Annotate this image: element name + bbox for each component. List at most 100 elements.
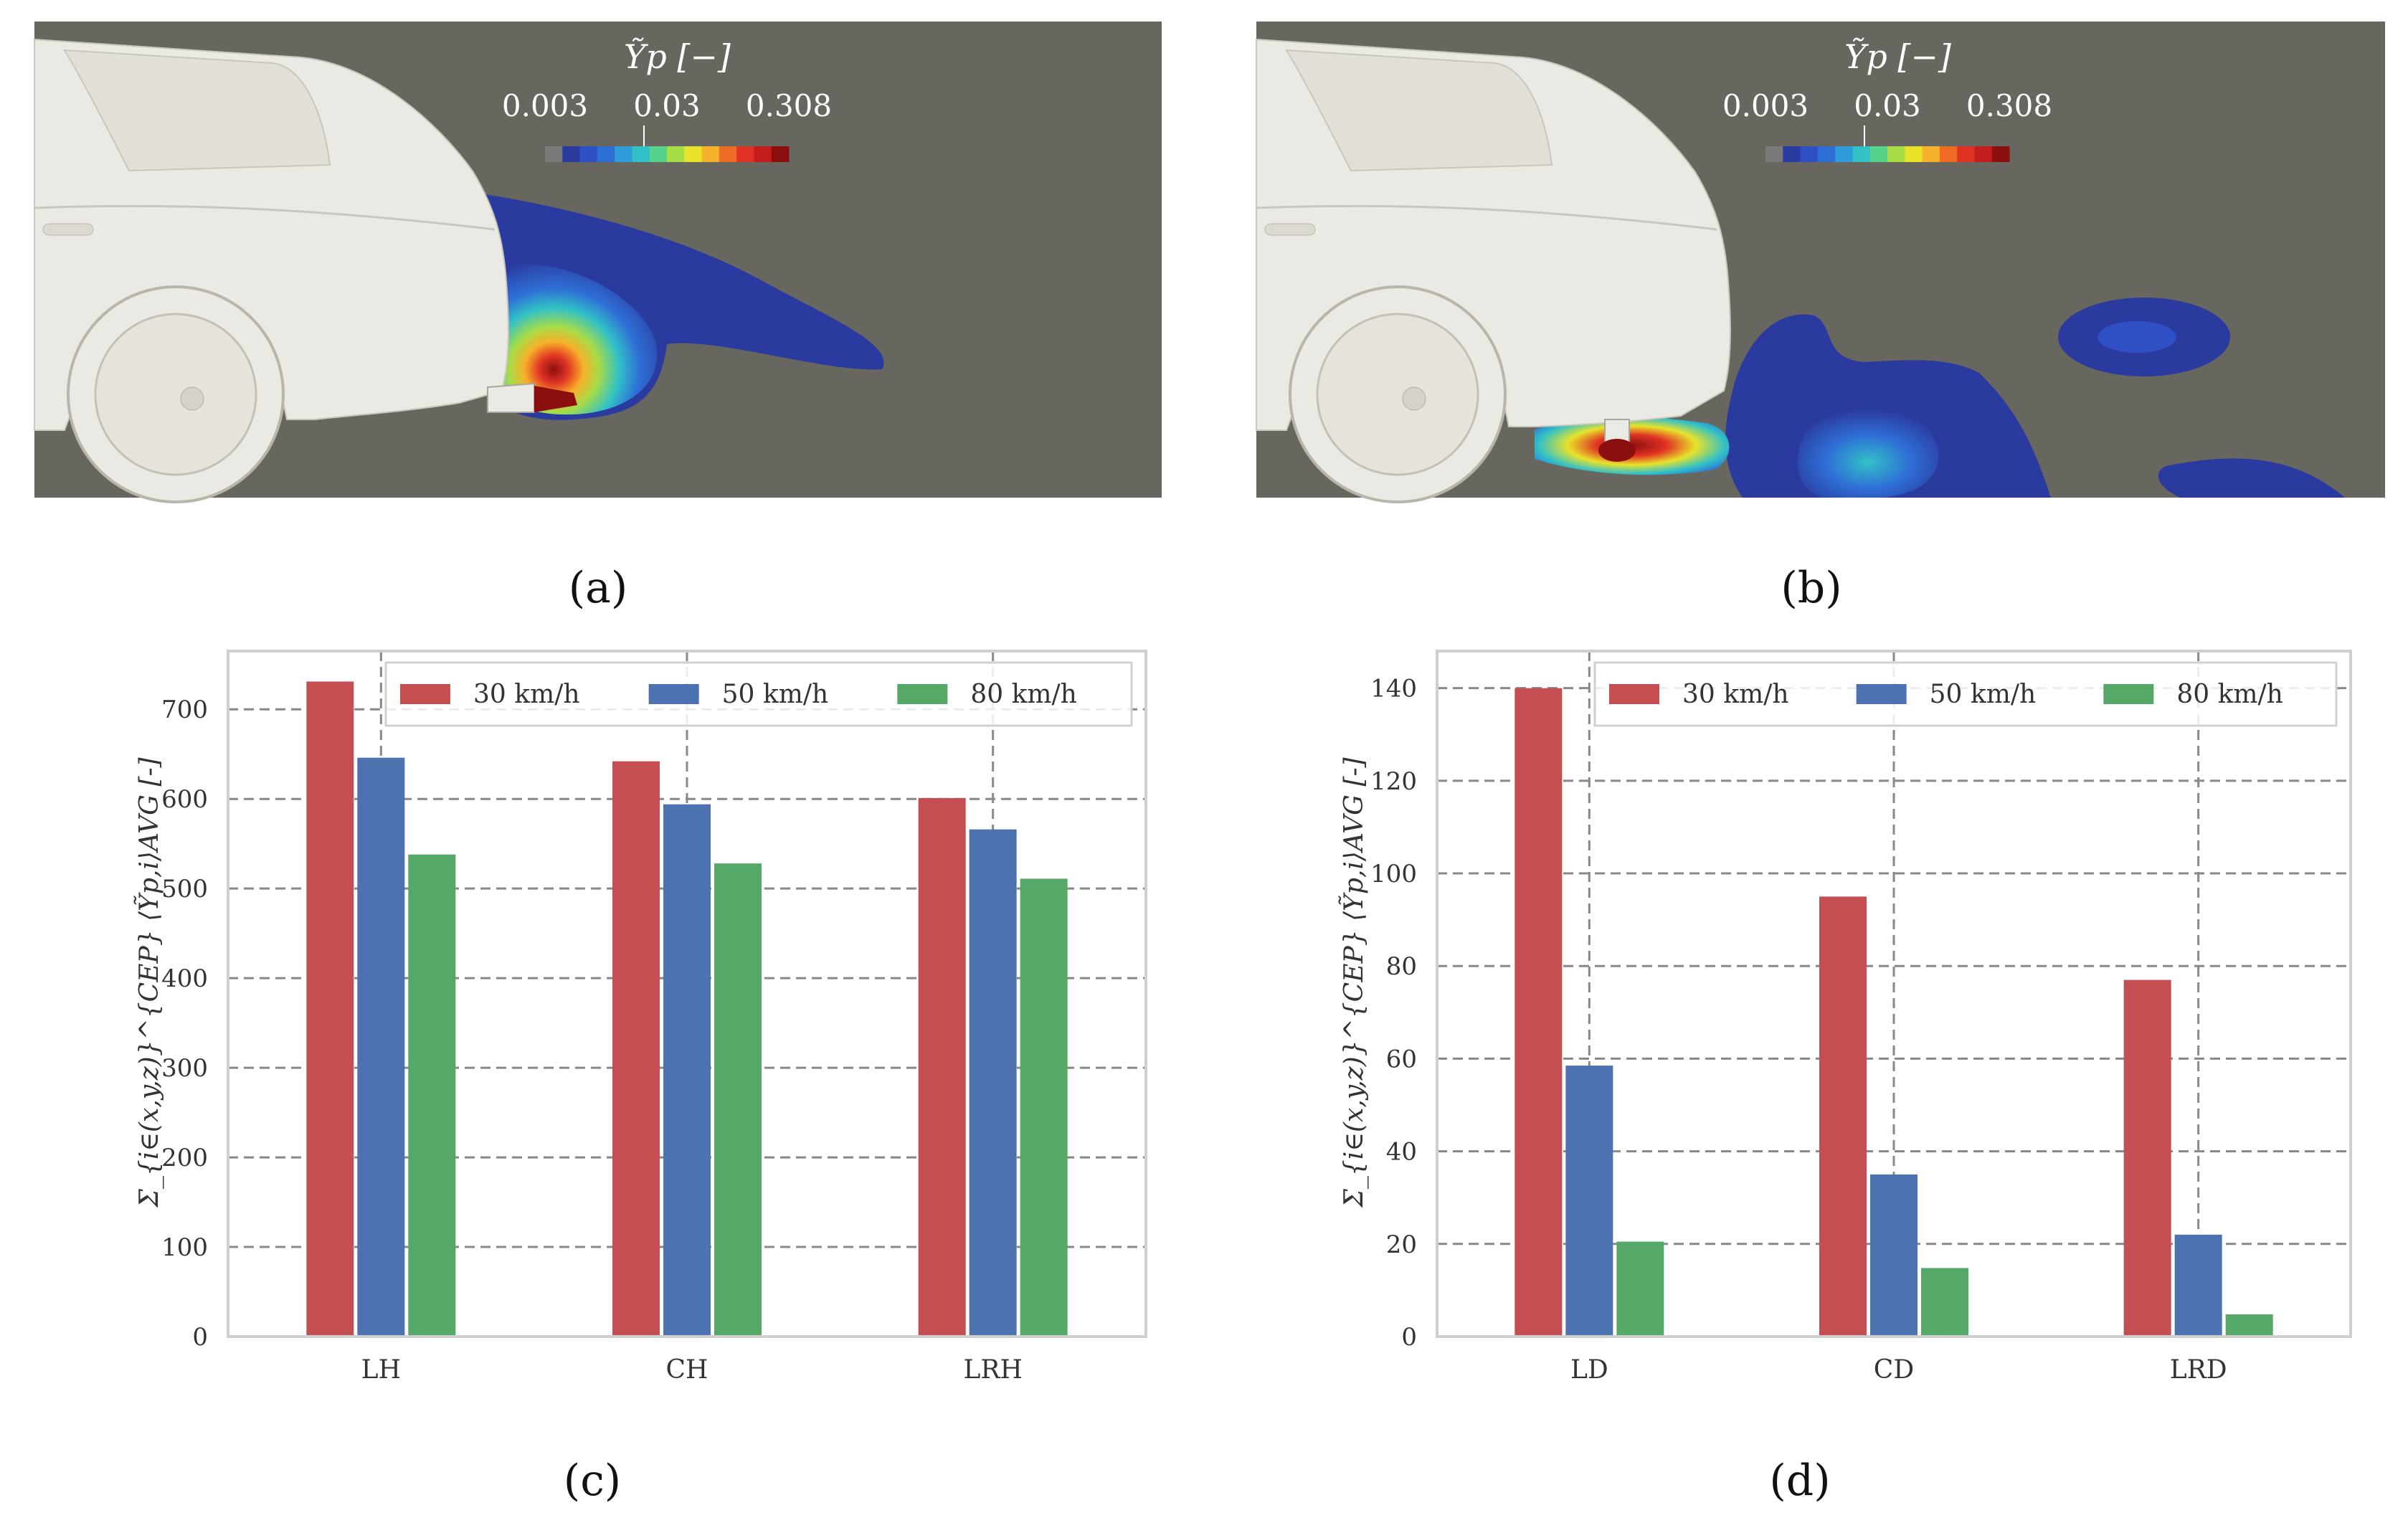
sim-a-car-window bbox=[63, 49, 331, 172]
legend-label: 80 km/h bbox=[970, 680, 1077, 709]
sim-a-door-handle bbox=[42, 223, 94, 236]
colorbar-swatch bbox=[719, 146, 737, 162]
bar bbox=[2123, 979, 2171, 1337]
y-tick-label: 40 bbox=[1386, 1138, 1417, 1167]
colorbar-swatch bbox=[1957, 146, 1975, 162]
sim-b-colorbar-tick: 0.003 bbox=[1722, 88, 1809, 123]
colorbar-swatch bbox=[1991, 146, 2010, 162]
legend-label: 80 km/h bbox=[2176, 680, 2283, 709]
colorbar-swatch bbox=[1817, 146, 1836, 162]
legend-label: 50 km/h bbox=[722, 680, 829, 709]
colorbar-swatch bbox=[1783, 146, 1801, 162]
colorbar-swatch bbox=[597, 146, 615, 162]
bar bbox=[357, 757, 405, 1337]
panel-c-chart: Σ_{i∈(x,y,z)}^{CEP} ⟨Ỹp,i⟩AVG [-] 0 100 20… bbox=[134, 650, 1147, 1385]
bar bbox=[918, 797, 966, 1337]
sim-b-car-crease bbox=[1256, 204, 1717, 231]
panel-d-label: (d) bbox=[1769, 1456, 1830, 1506]
colorbar-swatch bbox=[545, 146, 563, 162]
bar bbox=[663, 804, 711, 1337]
sim-a-colorbar bbox=[545, 146, 790, 162]
bar bbox=[714, 863, 762, 1337]
y-tick-label: 200 bbox=[161, 1144, 208, 1172]
colorbar-swatch bbox=[771, 146, 790, 162]
y-tick-label: 20 bbox=[1386, 1230, 1417, 1259]
y-tick-label: 500 bbox=[161, 875, 208, 903]
y-tick-label: 400 bbox=[161, 964, 208, 993]
bar bbox=[306, 681, 354, 1337]
sim-b-exhaust-pipe bbox=[1604, 419, 1630, 443]
legend-label: 50 km/h bbox=[1930, 680, 2037, 709]
chart-d-ylabel: Σ_{i∈(x,y,z)}^{CEP} ⟨Ỹp,i⟩AVG [-] bbox=[1339, 756, 1369, 1208]
colorbar-swatch bbox=[632, 146, 650, 162]
sim-b-colorbar bbox=[1765, 146, 2010, 162]
colorbar-swatch bbox=[649, 146, 668, 162]
sim-a-exhaust-hot bbox=[534, 386, 577, 412]
y-tick-label: 100 bbox=[1370, 860, 1417, 888]
colorbar-swatch bbox=[667, 146, 685, 162]
colorbar-swatch bbox=[1765, 146, 1783, 162]
colorbar-swatch bbox=[562, 146, 581, 162]
sim-a-colorbar-title: Ỹp [−] bbox=[624, 37, 731, 76]
bar bbox=[1515, 688, 1563, 1337]
panel-a-label: (a) bbox=[569, 563, 628, 613]
sim-b-exhaust-hot bbox=[1598, 439, 1636, 462]
colorbar-swatch bbox=[579, 146, 598, 162]
legend-swatch bbox=[400, 684, 450, 704]
sim-a-rim bbox=[94, 313, 257, 476]
colorbar-swatch bbox=[1939, 146, 1958, 162]
sim-b-plume-upper-core bbox=[2097, 321, 2176, 353]
panel-b-simulation: Ỹp [−] 0.003 0.03 0.308 bbox=[1256, 22, 2385, 503]
colorbar-swatch bbox=[1869, 146, 1888, 162]
sim-a-exhaust-pipe bbox=[487, 382, 535, 413]
panel-c-label: (c) bbox=[564, 1456, 621, 1506]
colorbar-swatch bbox=[701, 146, 720, 162]
plot-border bbox=[1436, 650, 2352, 1338]
bar bbox=[1565, 1066, 1613, 1337]
colorbar-swatch bbox=[1974, 146, 1993, 162]
sim-a-car-crease bbox=[34, 204, 496, 231]
bar bbox=[1870, 1174, 1918, 1337]
panel-b-label: (b) bbox=[1781, 563, 1841, 613]
y-tick-label: 140 bbox=[1370, 675, 1417, 703]
sim-b-colorbar-tick: 0.308 bbox=[1966, 88, 2052, 123]
bar bbox=[969, 829, 1017, 1337]
sim-b-hub bbox=[1402, 386, 1426, 411]
sim-b-plume-tail bbox=[2158, 458, 2345, 498]
colorbar-swatch bbox=[1922, 146, 1940, 162]
y-tick-label: 100 bbox=[161, 1233, 208, 1262]
panel-d-chart: Σ_{i∈(x,y,z)}^{CEP} ⟨Ỹp,i⟩AVG [-] 0 20 40 6… bbox=[1339, 650, 2352, 1385]
y-tick-label: 600 bbox=[161, 785, 208, 814]
colorbar-swatch bbox=[684, 146, 703, 162]
x-tick-label: LRD bbox=[2170, 1355, 2227, 1385]
legend-swatch bbox=[1856, 684, 1907, 704]
y-tick-label: 60 bbox=[1386, 1045, 1417, 1073]
sim-a-colorbar-tick: 0.003 bbox=[502, 88, 588, 123]
legend-swatch bbox=[1609, 684, 1659, 704]
sim-b-colorbar-title: Ỹp [−] bbox=[1844, 37, 1951, 76]
legend bbox=[384, 661, 1133, 727]
sim-a-plume-mid bbox=[498, 264, 658, 415]
colorbar-swatch bbox=[615, 146, 632, 162]
bar bbox=[1819, 896, 1867, 1337]
legend bbox=[1593, 661, 2338, 727]
sim-a-colorbar-tick: 0.03 bbox=[633, 88, 701, 123]
sim-a-colorbar-tick: 0.308 bbox=[746, 88, 832, 123]
legend-label: 30 km/h bbox=[1682, 680, 1789, 709]
panel-a-simulation: Ỹp [−] 0.003 0.03 0.308 bbox=[34, 22, 1162, 503]
bar bbox=[408, 854, 456, 1337]
colorbar-swatch bbox=[1905, 146, 1923, 162]
legend-swatch bbox=[897, 684, 948, 704]
legend-swatch bbox=[2103, 684, 2154, 704]
bar bbox=[1020, 878, 1068, 1337]
bar bbox=[1616, 1241, 1664, 1337]
x-tick-label: LH bbox=[361, 1355, 401, 1385]
x-tick-label: LRH bbox=[963, 1355, 1022, 1385]
sim-b-colorbar-tick: 0.03 bbox=[1854, 88, 1921, 123]
y-tick-label: 80 bbox=[1386, 952, 1417, 981]
sim-b-car-window bbox=[1285, 49, 1553, 172]
colorbar-swatch bbox=[1835, 146, 1853, 162]
sim-b-plume-core bbox=[1797, 409, 1939, 498]
y-tick-label: 0 bbox=[1401, 1323, 1417, 1352]
bar bbox=[1921, 1268, 1968, 1337]
